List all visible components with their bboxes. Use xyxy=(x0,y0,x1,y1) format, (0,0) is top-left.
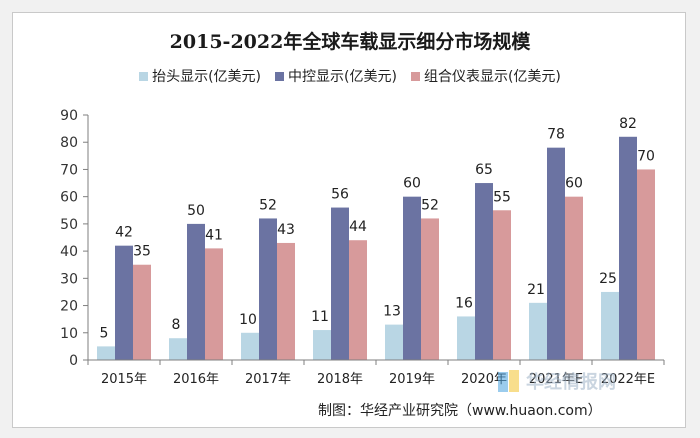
y-tick-label: 50 xyxy=(60,217,78,233)
data-label: 60 xyxy=(403,176,421,192)
bar-hud xyxy=(601,291,619,360)
y-tick-label: 70 xyxy=(60,162,78,178)
bar-cluster xyxy=(205,248,223,360)
data-label: 82 xyxy=(619,116,637,132)
data-label: 8 xyxy=(172,317,181,333)
legend-item-center-display: 中控显示(亿美元) xyxy=(275,66,397,86)
bar-cluster xyxy=(421,218,439,360)
chart-title: 2015-2022年全球车载显示细分市场规模 xyxy=(169,31,531,53)
bar-hud xyxy=(169,338,187,360)
data-label: 52 xyxy=(421,197,439,213)
bar-cluster xyxy=(349,240,367,360)
bar-cluster xyxy=(133,264,151,360)
bar-hud xyxy=(97,346,115,360)
data-label: 25 xyxy=(599,271,617,287)
y-tick-label: 60 xyxy=(60,190,78,206)
x-tick-label: 2020年 xyxy=(461,372,507,387)
data-label: 35 xyxy=(133,244,151,260)
bar-cluster xyxy=(637,169,655,360)
bar-hud xyxy=(241,332,259,360)
bar-cluster xyxy=(565,196,583,360)
y-tick-label: 10 xyxy=(60,326,78,342)
legend-item-hud: 抬头显示(亿美元) xyxy=(139,66,261,86)
chart-legend: 抬头显示(亿美元) 中控显示(亿美元) 组合仪表显示(亿美元) xyxy=(0,66,700,86)
data-label: 44 xyxy=(349,219,367,235)
bar-cluster xyxy=(277,242,295,360)
x-tick-label: 2018年 xyxy=(317,372,363,387)
bar-center-display xyxy=(403,196,421,360)
data-label: 41 xyxy=(205,227,223,243)
legend-swatch-center-display xyxy=(275,71,285,81)
bar-center-display xyxy=(331,207,349,360)
bar-center-display xyxy=(475,183,493,360)
bar-center-display xyxy=(115,245,133,360)
legend-label-cluster: 组合仪表显示(亿美元) xyxy=(423,69,561,85)
data-label: 52 xyxy=(259,197,277,213)
data-label: 13 xyxy=(383,304,401,320)
legend-label-center-display: 中控显示(亿美元) xyxy=(288,69,397,85)
data-label: 50 xyxy=(187,203,205,219)
bar-center-display xyxy=(187,223,205,360)
data-label: 78 xyxy=(547,127,565,143)
legend-swatch-cluster xyxy=(410,71,420,81)
x-tick-label: 2015年 xyxy=(101,372,147,387)
data-label: 60 xyxy=(565,176,583,192)
bar-hud xyxy=(457,316,475,360)
y-tick-label: 90 xyxy=(60,108,78,124)
bar-center-display xyxy=(547,147,565,360)
watermark-logo-icon xyxy=(498,370,522,392)
data-label: 55 xyxy=(493,189,511,205)
x-tick-label: 2017年 xyxy=(245,372,291,387)
data-label: 70 xyxy=(637,148,655,164)
data-label: 16 xyxy=(455,295,473,311)
source-note: 制图：华经产业研究院（www.huaon.com） xyxy=(318,403,602,419)
data-label: 43 xyxy=(277,222,295,238)
y-tick-label: 30 xyxy=(60,271,78,287)
legend-item-cluster: 组合仪表显示(亿美元) xyxy=(410,66,561,86)
watermark-text: 华经情报网 xyxy=(526,372,616,393)
x-tick-label: 2016年 xyxy=(173,372,219,387)
data-label: 5 xyxy=(100,325,109,341)
x-tick-label: 2019年 xyxy=(389,372,435,387)
y-tick-label: 40 xyxy=(60,244,78,260)
x-tick-label: 2021年E xyxy=(529,372,583,387)
data-label: 11 xyxy=(311,309,329,325)
bar-center-display xyxy=(619,136,637,360)
y-tick-label: 80 xyxy=(60,135,78,151)
data-label: 42 xyxy=(115,225,133,241)
legend-label-hud: 抬头显示(亿美元) xyxy=(152,69,262,85)
data-label: 65 xyxy=(475,162,493,178)
data-label: 21 xyxy=(527,282,545,298)
watermark: 华经情报网 xyxy=(498,368,616,394)
bar-hud xyxy=(313,330,331,360)
bar-hud xyxy=(385,324,403,360)
bar-center-display xyxy=(259,218,277,360)
bar-cluster xyxy=(493,210,511,360)
data-label: 56 xyxy=(331,187,349,203)
y-tick-label: 0 xyxy=(69,353,78,369)
y-tick-label: 20 xyxy=(60,299,78,315)
x-tick-label: 2022年E xyxy=(601,372,655,387)
legend-swatch-hud xyxy=(139,71,149,81)
data-label: 10 xyxy=(239,312,257,328)
bar-hud xyxy=(529,302,547,360)
